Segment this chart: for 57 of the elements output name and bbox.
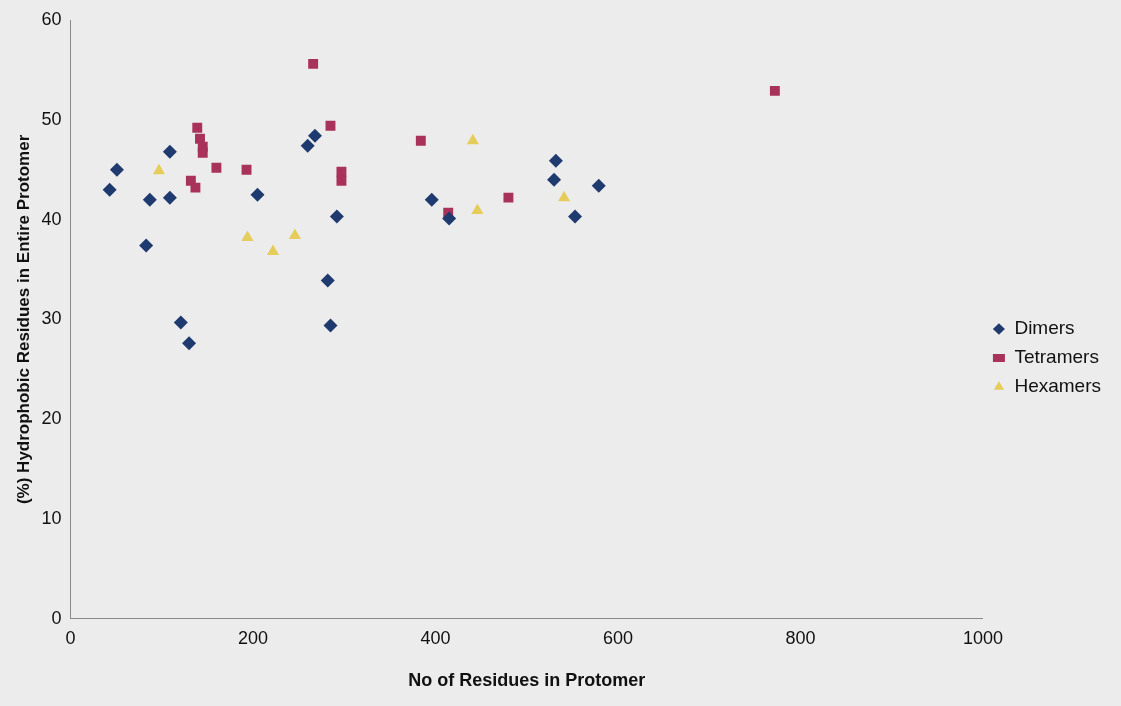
point [173, 315, 188, 330]
x-tick-label: 200 [237, 627, 268, 648]
y-axis-title: (%) Hydrophobic Residues in Entire Protomer [13, 134, 33, 505]
x-tick-label: 600 [602, 627, 633, 648]
point [336, 175, 347, 186]
point [320, 273, 335, 288]
point [466, 133, 479, 145]
point [197, 147, 208, 158]
point [142, 192, 157, 207]
point [329, 209, 344, 224]
point [250, 187, 265, 202]
x-tick-label: 800 [785, 627, 816, 648]
point [769, 85, 780, 96]
y-tick-label: 10 [41, 507, 62, 528]
x-tick-label: 1000 [962, 627, 1003, 648]
y-tick-label: 20 [41, 408, 62, 429]
x-tick-label: 0 [65, 627, 76, 648]
point [591, 178, 606, 193]
point [266, 244, 280, 256]
legend-label: Hexamers [1014, 375, 1101, 397]
point [503, 192, 514, 203]
point [288, 228, 301, 240]
point [190, 182, 201, 193]
point [102, 182, 117, 197]
point [442, 211, 457, 226]
y-tick-label: 40 [41, 208, 62, 229]
point [162, 144, 177, 159]
point [568, 209, 583, 224]
point [182, 336, 197, 351]
point [307, 128, 322, 143]
point [300, 138, 315, 153]
y-tick-label: 0 [51, 607, 62, 628]
y-tick-label: 30 [41, 308, 62, 329]
point [336, 166, 347, 177]
point [241, 230, 254, 242]
point [547, 172, 562, 187]
point [308, 58, 319, 69]
point [211, 162, 222, 173]
x-axis-title: No of Residues in Protomer [408, 670, 646, 691]
point [109, 162, 124, 177]
point [152, 163, 165, 175]
point [558, 190, 571, 202]
point [424, 192, 439, 207]
point [139, 238, 154, 253]
legend-label: Tetramers [1014, 346, 1099, 368]
point [415, 135, 426, 146]
point [471, 203, 484, 215]
y-tick-label: 50 [41, 108, 62, 129]
y-tick-label: 60 [41, 8, 62, 29]
point [241, 164, 252, 175]
point [548, 153, 563, 168]
point [323, 318, 338, 333]
legend-label: Dimers [1014, 317, 1075, 339]
point [162, 190, 177, 205]
x-tick-label: 400 [420, 627, 451, 648]
point [192, 122, 203, 133]
point [325, 120, 336, 131]
